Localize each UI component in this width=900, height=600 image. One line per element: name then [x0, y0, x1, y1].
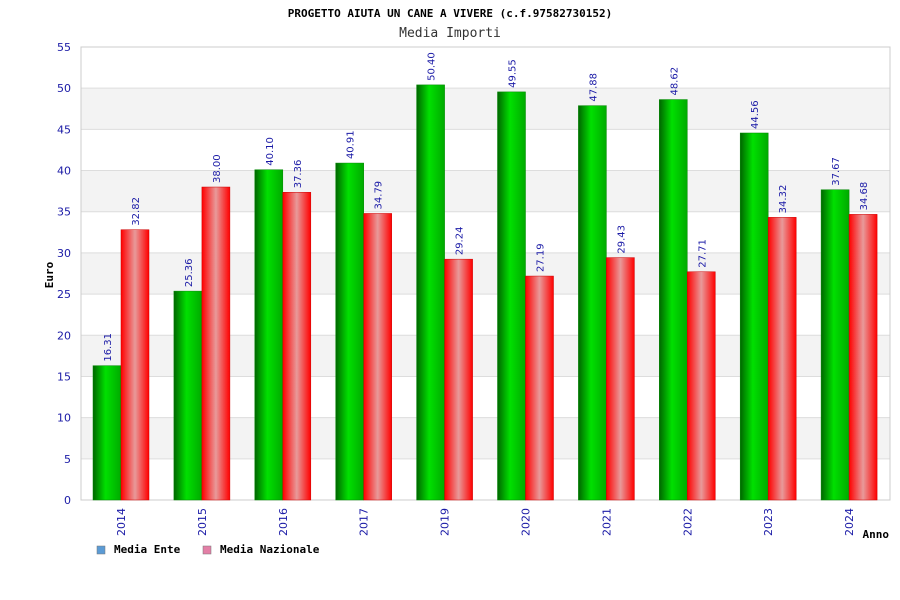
grid-band: [81, 129, 890, 171]
legend-label-media-nazionale: Media Nazionale: [220, 543, 320, 556]
value-label-media-nazionale-2019: 29.24: [455, 227, 466, 256]
bar-media-ente-2016: [254, 169, 284, 501]
bar-media-ente-2019: [416, 84, 445, 501]
value-label-media-ente-2024: 37.67: [831, 157, 842, 186]
x-tick-label: 2022: [681, 508, 694, 536]
x-tick-label: 2015: [196, 508, 209, 536]
bar-media-nazionale-2017: [363, 213, 392, 501]
y-tick-label: 10: [57, 412, 71, 425]
y-tick-label: 30: [57, 247, 71, 260]
x-tick-label: 2014: [115, 508, 128, 536]
x-axis-label: Anno: [863, 528, 890, 541]
bar-media-ente-2021: [578, 105, 607, 501]
y-tick-label: 15: [57, 370, 71, 383]
bar-media-nazionale-2020: [525, 275, 554, 501]
bar-media-nazionale-2024: [848, 214, 878, 501]
x-tick-label: 2023: [762, 508, 775, 536]
bar-media-ente-2015: [173, 290, 203, 501]
bar-media-ente-2023: [739, 132, 769, 501]
value-label-media-nazionale-2016: 37.36: [293, 160, 304, 189]
bar-media-nazionale-2016: [282, 192, 312, 501]
x-tick-label: 2016: [277, 508, 290, 536]
chart-title: PROGETTO AIUTA UN CANE A VIVERE (c.f.975…: [288, 7, 613, 20]
value-label-media-ente-2021: 47.88: [588, 73, 599, 102]
value-label-media-nazionale-2022: 27.71: [697, 239, 708, 268]
value-label-media-ente-2015: 25.36: [184, 258, 195, 287]
y-axis-label: Euro: [43, 261, 56, 288]
bar-media-ente-2022: [659, 99, 688, 501]
value-label-media-ente-2020: 49.55: [508, 59, 519, 88]
bar-media-nazionale-2019: [444, 258, 473, 501]
y-tick-label: 0: [64, 494, 71, 507]
x-tick-label: 2021: [600, 508, 613, 536]
bar-media-ente-2017: [335, 162, 364, 501]
legend-item-media-nazionale: Media Nazionale: [202, 543, 320, 556]
value-label-media-ente-2022: 48.62: [669, 67, 680, 96]
bars: [92, 84, 878, 501]
bar-media-nazionale-2021: [606, 257, 635, 501]
value-label-media-nazionale-2024: 34.68: [859, 182, 870, 211]
value-label-media-nazionale-2014: 32.82: [131, 197, 142, 226]
y-axis-ticks: 0 5 10 15 20 25 30 35 40 45 50 55: [57, 41, 71, 507]
chart-subtitle: Media Importi: [399, 26, 501, 41]
bar-media-nazionale-2015: [201, 186, 231, 501]
bar-media-nazionale-2023: [767, 217, 797, 501]
value-label-media-ente-2023: 44.56: [750, 100, 761, 129]
y-tick-label: 25: [57, 288, 71, 301]
bar-media-ente-2014: [92, 365, 122, 501]
x-tick-label: 2019: [439, 508, 452, 536]
grid-band: [81, 47, 890, 89]
value-labels: 16.31 32.82 25.36 38.00 40.10 37.36 40.91 34.79…: [103, 52, 870, 361]
legend-item-media-ente: Media Ente: [96, 543, 181, 556]
value-label-media-ente-2017: 40.91: [346, 130, 357, 159]
bar-media-nazionale-2014: [120, 229, 150, 501]
value-label-media-nazionale-2021: 29.43: [616, 225, 627, 254]
plot-frame: [80, 46, 891, 501]
x-tick-label: 2020: [520, 508, 533, 536]
bar-media-ente-2024: [820, 189, 850, 501]
bar-media-ente-2020: [497, 91, 526, 501]
legend-swatch-media-ente: [96, 545, 106, 555]
x-tick-label: 2017: [358, 508, 371, 536]
value-label-media-nazionale-2023: 34.32: [778, 185, 789, 214]
value-label-media-ente-2016: 40.10: [265, 137, 276, 166]
value-label-media-ente-2019: 50.40: [427, 52, 438, 81]
y-tick-label: 40: [57, 165, 71, 178]
legend-swatch-media-nazionale: [202, 545, 212, 555]
y-tick-label: 20: [57, 329, 71, 342]
x-axis-ticks: 2014 2015 2016 2017 2019 2020 2021 2022 2023 2024: [115, 508, 856, 536]
grid-band: [81, 88, 890, 130]
value-label-media-nazionale-2017: 34.79: [374, 181, 385, 210]
legend-label-media-ente: Media Ente: [114, 543, 181, 556]
y-tick-label: 50: [57, 82, 71, 95]
y-tick-label: 45: [57, 123, 71, 136]
bar-media-nazionale-2022: [687, 271, 716, 501]
y-tick-label: 55: [57, 41, 71, 54]
x-tick-label: 2024: [843, 508, 856, 536]
value-label-media-nazionale-2015: 38.00: [212, 154, 223, 183]
y-tick-label: 5: [64, 453, 71, 466]
y-tick-label: 35: [57, 206, 71, 219]
value-label-media-nazionale-2020: 27.19: [536, 243, 547, 272]
value-label-media-ente-2014: 16.31: [103, 333, 114, 362]
legend: Media Ente Media Nazionale: [96, 543, 320, 556]
